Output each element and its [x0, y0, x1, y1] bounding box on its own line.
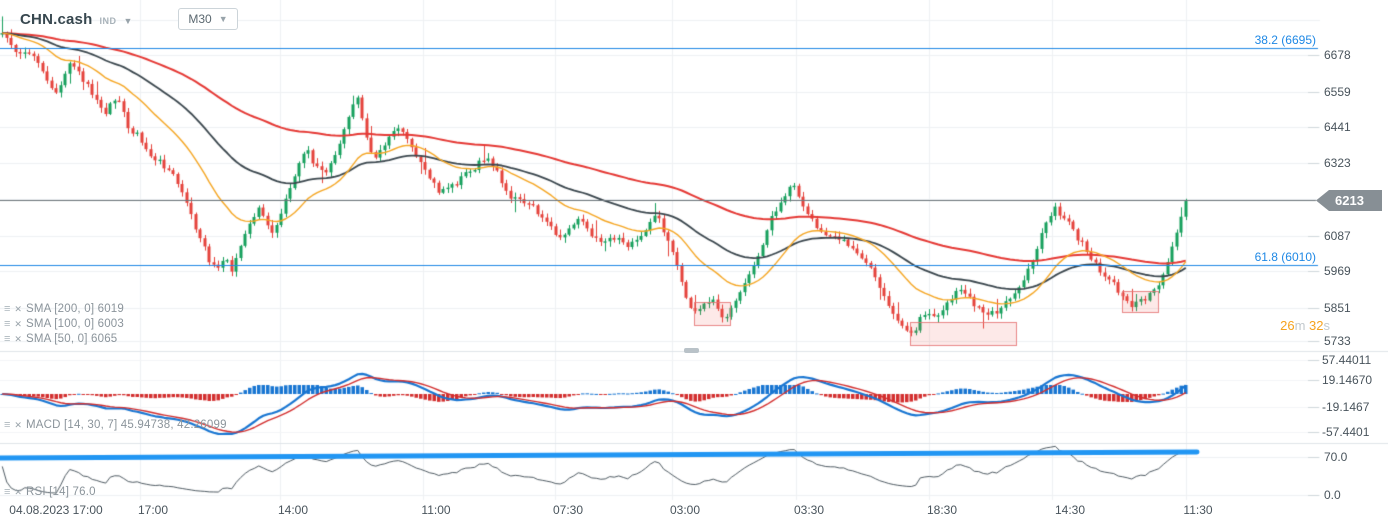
- indicator-legend-row: ≡ ✕ MACD [14, 30, 7] 45.94738, 42.26099: [4, 419, 227, 431]
- chevron-down-icon: ▼: [123, 15, 133, 26]
- instrument-type-badge: IND: [99, 15, 117, 26]
- time-axis-label: 03:00: [669, 503, 701, 517]
- price-axis-label: 6559: [1324, 85, 1351, 99]
- indicator-settings-icon[interactable]: ≡: [4, 418, 11, 431]
- price-axis-label: 6678: [1324, 48, 1351, 62]
- timeframe-value: M30: [188, 12, 212, 26]
- indicator-remove-icon[interactable]: ✕: [14, 303, 22, 314]
- indicator-remove-icon[interactable]: ✕: [14, 333, 22, 344]
- time-axis-label: 03:30: [793, 503, 825, 517]
- indicator-label: SMA [200, 0] 6019: [25, 303, 124, 315]
- price-axis-label: 6323: [1324, 156, 1351, 170]
- timer-seconds-unit: s: [1323, 318, 1331, 333]
- time-axis-label: 11:00: [421, 503, 451, 517]
- indicator-label: MACD [14, 30, 7] 45.94738, 42.26099: [25, 419, 227, 431]
- indicator-settings-icon[interactable]: ≡: [4, 485, 11, 498]
- indicator-label: SMA [50, 0] 6065: [25, 333, 118, 345]
- timeframe-selector[interactable]: M30 ▼: [178, 8, 238, 30]
- timer-seconds: 32: [1309, 318, 1324, 333]
- symbol-name: CHN.cash: [20, 10, 93, 28]
- symbol-selector[interactable]: CHN.cash IND ▼: [20, 11, 132, 28]
- time-axis-label: 14:30: [1054, 503, 1086, 517]
- time-axis-label: 04.08.2023 17:00: [9, 503, 103, 517]
- indicator-legend-row: ≡ ✕ SMA [200, 0] 6019: [4, 303, 124, 315]
- fib-level-label[interactable]: 61.8 (6010): [1254, 250, 1316, 264]
- indicator-remove-icon[interactable]: ✕: [14, 318, 22, 329]
- time-axis-label: 11:30: [1183, 503, 1213, 517]
- macd-axis-label: -19.1467: [1322, 400, 1370, 414]
- time-axis-label: 14:00: [277, 503, 309, 517]
- price-axis-label: 5733: [1324, 334, 1351, 348]
- macd-axis-label: 57.44011: [1322, 353, 1372, 367]
- fib-level-label[interactable]: 38.2 (6695): [1254, 33, 1316, 47]
- candle-countdown-timer: 26m 32s: [1230, 318, 1330, 333]
- panel-resize-handle[interactable]: [684, 348, 699, 353]
- indicator-label: SMA [100, 0] 6003: [25, 318, 124, 330]
- indicator-remove-icon[interactable]: ✕: [14, 419, 22, 430]
- price-axis-label: 5851: [1324, 301, 1351, 315]
- current-price-value: 6213: [1335, 193, 1364, 208]
- current-price-tag: 6213: [1316, 190, 1382, 211]
- indicator-settings-icon[interactable]: ≡: [4, 317, 11, 330]
- rsi-axis-label: 70.0: [1324, 450, 1348, 464]
- macd-axis-label: -57.4401: [1322, 425, 1370, 439]
- time-axis-label: 07:30: [552, 503, 584, 517]
- macd-axis-label: 19.14670: [1322, 373, 1373, 387]
- indicator-settings-icon[interactable]: ≡: [4, 302, 11, 315]
- price-axis-label: 5969: [1324, 264, 1351, 278]
- indicator-legend-row: ≡ ✕ RSI [14] 76.0: [4, 486, 96, 498]
- indicator-label: RSI [14] 76.0: [25, 486, 96, 498]
- time-axis-label: 17:00: [137, 503, 169, 517]
- timer-minutes: 26: [1280, 318, 1295, 333]
- price-axis-label: 6087: [1324, 229, 1351, 243]
- indicator-settings-icon[interactable]: ≡: [4, 332, 11, 345]
- chart-toolbar: CHN.cash IND ▼ M30 ▼: [20, 8, 238, 30]
- indicator-legend-row: ≡ ✕ SMA [50, 0] 6065: [4, 333, 117, 345]
- indicator-remove-icon[interactable]: ✕: [14, 486, 22, 497]
- indicator-legend-row: ≡ ✕ SMA [100, 0] 6003: [4, 318, 124, 330]
- time-axis-label: 18:30: [926, 503, 958, 517]
- price-axis-label: 6441: [1324, 120, 1351, 134]
- chevron-down-icon: ▼: [218, 14, 228, 24]
- rsi-axis-label: 0.0: [1324, 488, 1341, 502]
- timer-minutes-unit: m: [1294, 318, 1306, 333]
